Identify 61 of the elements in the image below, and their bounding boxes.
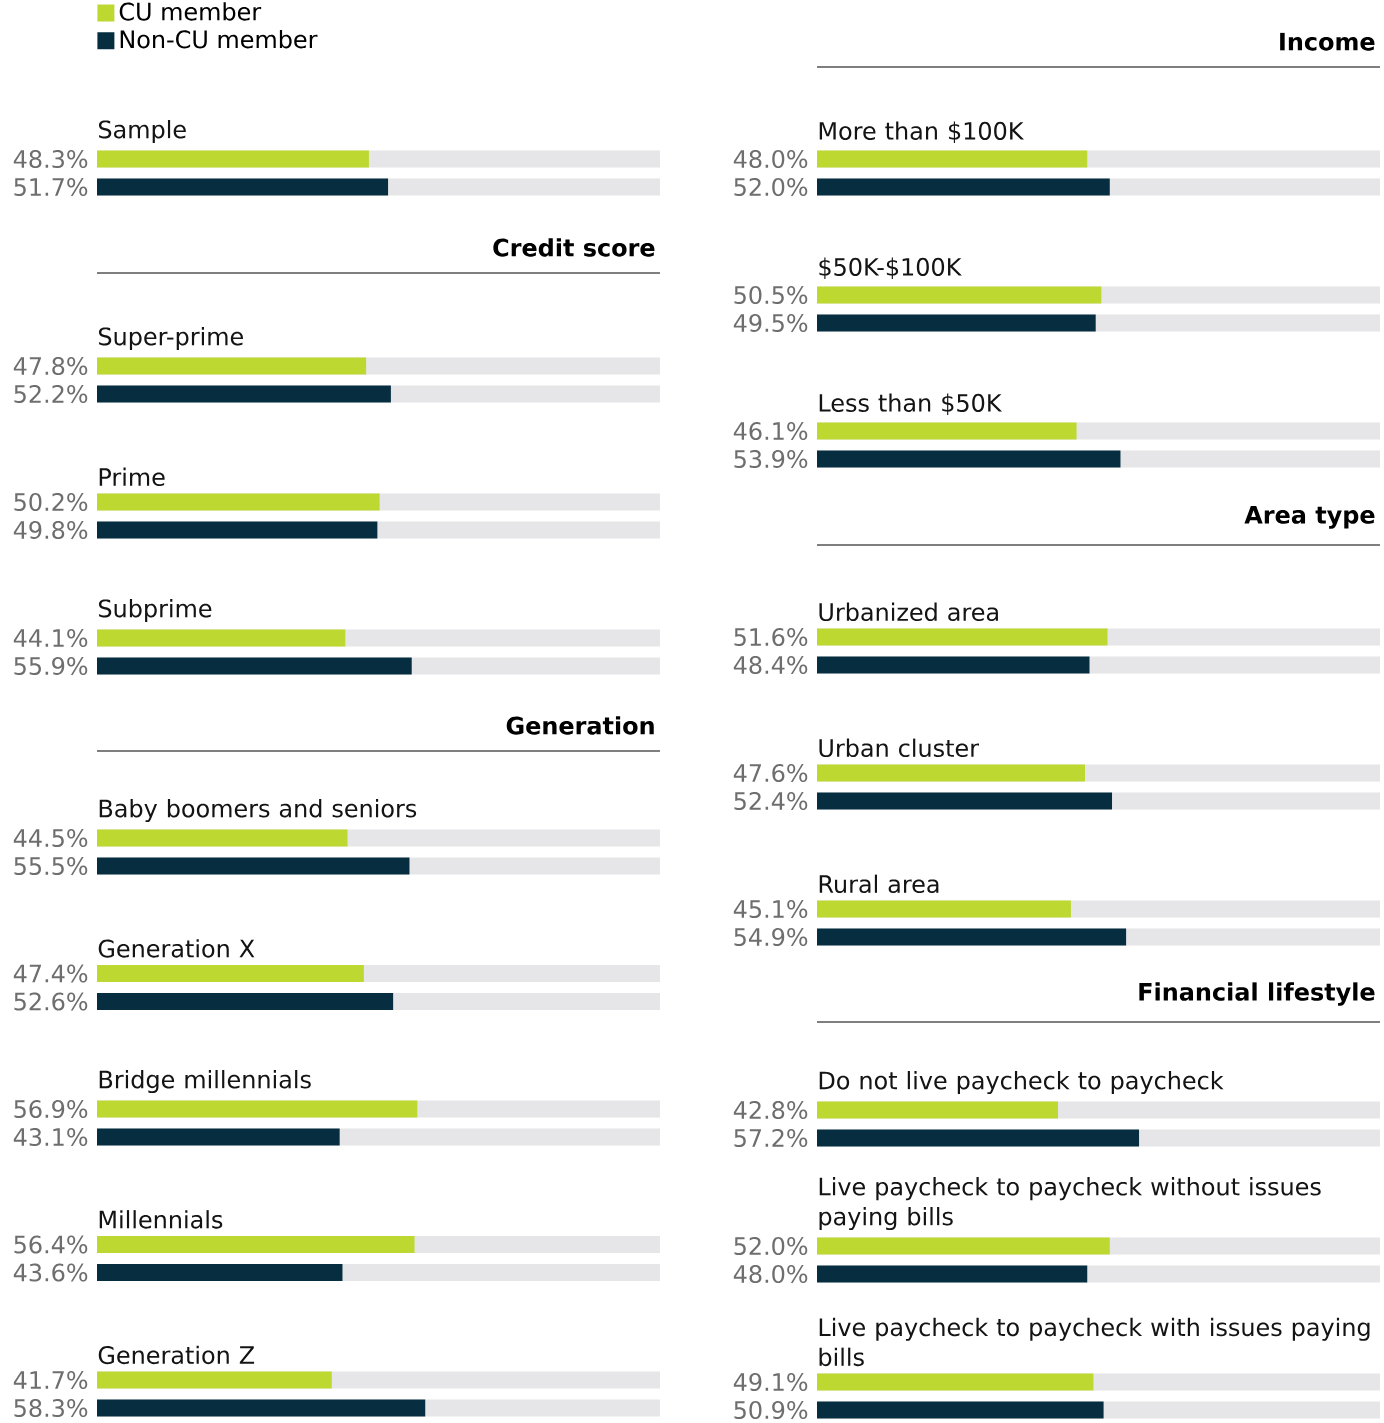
y-tick-label: Urbanized area [819,602,998,622]
data-label: 43.6% [13,1263,88,1282]
data-label: 47.8% [13,356,88,376]
data-label: 49.1% [733,1372,808,1392]
y-tick-label: Rural area [819,874,939,894]
chart-title: Generation [506,716,654,735]
data-label: 44.1% [13,628,88,648]
chart-title: Financial lifestyle [1139,982,1375,1006]
data-label: 58.3% [14,1398,88,1418]
y-tick-label: Less than $50K [819,393,1003,416]
data-label: 57.2% [734,1128,808,1148]
chart-title: Area type [1244,506,1375,529]
data-label: 48.0% [733,1264,808,1284]
data-label: 41.7% [13,1370,88,1390]
data-label: 46.1% [733,421,808,441]
data-label: 52.0% [734,177,808,197]
legend-label: CU member [119,2,262,21]
data-label: 45.1% [733,899,808,919]
data-label: 52.4% [734,791,808,811]
y-tick-label: Subprime [98,598,212,623]
y-tick-label: Do not live paycheck to paycheck [819,1070,1224,1095]
data-label: 50.9% [734,1400,808,1420]
data-label: 42.8% [733,1100,808,1120]
y-tick-label: Bridge millennials [99,1070,311,1094]
data-label: 44.5% [13,828,88,848]
data-label: 48.4% [733,655,808,675]
y-tick-label: Generation X [98,939,255,958]
data-label: 51.7% [14,177,88,197]
data-label: 54.9% [734,927,808,947]
data-label: 56.4% [14,1235,88,1254]
data-label: 49.8% [13,520,88,540]
data-label: 53.9% [734,449,808,469]
data-label: 56.9% [14,1099,88,1119]
y-tick-label: Sample [98,119,186,144]
y-tick-label: $50K-$100K [819,257,962,280]
y-tick-label: More than $100K [819,121,1024,144]
y-tick-label: Super-prime [98,326,243,351]
y-tick-label: Prime [99,467,165,487]
data-label: 47.4% [13,964,88,983]
y-tick-label: Urban cluster [819,738,980,758]
legend-label: Non-CU member [120,29,318,49]
y-tick-label: Baby boomers and seniors [99,798,417,823]
y-tick-label: Millennials [99,1210,223,1229]
y-tick-label: Live paycheck to paycheck without issues paying bills [819,1177,1321,1231]
data-label: 52.2% [14,384,88,404]
data-label: 55.5% [14,856,88,876]
y-tick-label: Generation Z [98,1345,255,1365]
data-label: 51.6% [734,627,808,647]
data-label: 55.9% [14,656,88,676]
data-label: 43.1% [13,1127,88,1147]
data-label: 47.6% [733,763,808,783]
data-label: 52.0% [734,1236,808,1256]
data-label: 52.6% [14,992,88,1011]
data-label: 50.5% [734,285,808,305]
chart-title: Credit score [493,238,655,257]
data-label: 49.5% [733,313,808,333]
chart-title: Income [1280,32,1375,51]
data-label: 50.2% [14,492,88,512]
data-label: 48.3% [13,149,88,169]
y-tick-label: Live paycheck to paycheck with issues paying bills [819,1317,1370,1367]
data-label: 48.0% [733,149,808,169]
